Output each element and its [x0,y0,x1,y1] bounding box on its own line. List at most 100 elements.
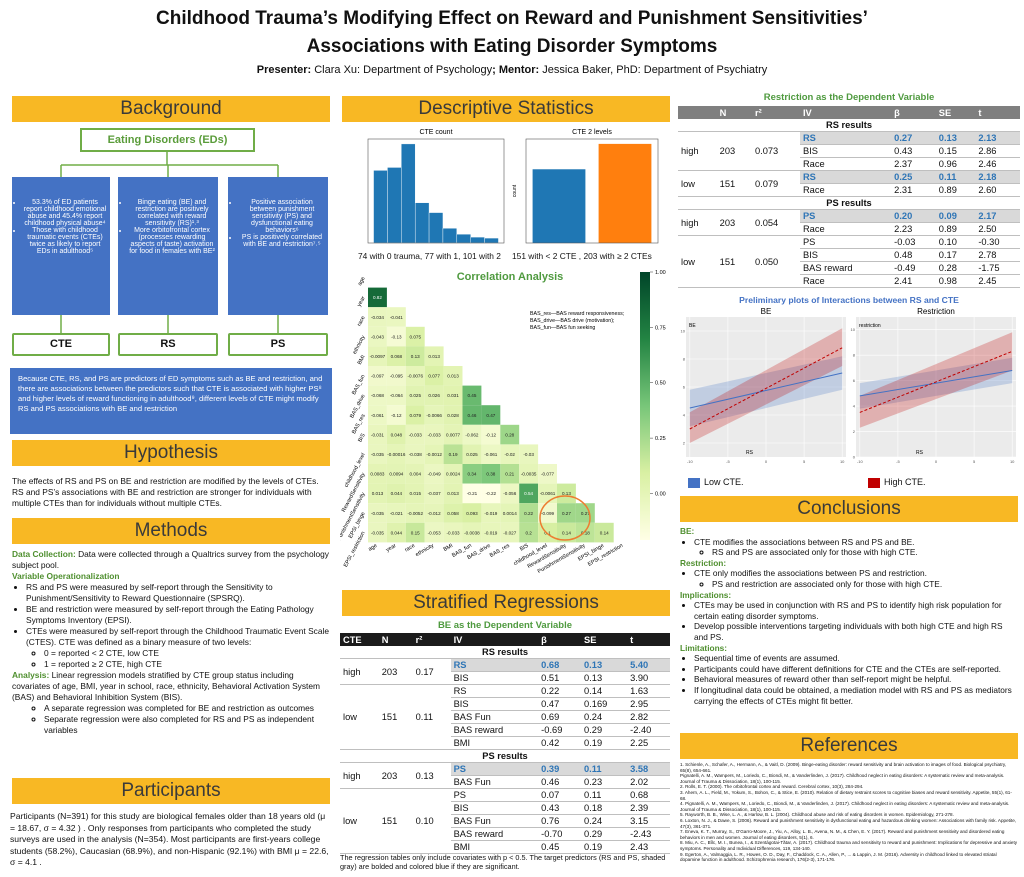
cell-label: -0.0035 [521,472,537,477]
cell-label: -0.02 [505,452,516,457]
cell: 2.25 [627,736,670,750]
header-cell: IV [799,106,892,119]
cell: 2.45 [975,274,1020,288]
y-tick-label: 2 [683,441,686,446]
y-axis-label: BE [689,323,696,329]
row-label: ethnicity [352,335,367,356]
cell: high [340,762,379,789]
heatmap-cell [443,444,463,464]
bar [428,212,444,244]
heatmap-cell [368,464,387,484]
table-row: BAS Fun 0.69 0.24 2.82 [340,710,670,724]
reference: 1. Schienle, A., Schafer, A., Hermann, A… [680,762,1007,773]
cell: 0.050 [751,235,800,288]
label: ; Mentor: [492,64,540,76]
references-list: 1. Schienle, A., Schafer, A., Hermann, A… [680,762,1018,863]
heatmap-cell [557,503,576,523]
row-label: BIS [357,432,367,443]
section-header: Methods [12,518,330,544]
list-item: CTE modifies the associations between RS… [694,537,1018,548]
heatmap-cell [424,464,444,484]
methods-list: Data Collection: Data were collected thr… [12,549,330,736]
info-box: Binge eating (BE) and restriction are po… [118,177,218,315]
heatmap-cell [368,366,387,386]
heatmap-cell [519,503,539,523]
heatmap-cell [443,366,463,386]
cell-label: -0.033 [409,432,422,437]
cell: 2.46 [975,157,1020,171]
cell-label: 0.004 [410,472,422,477]
header-cell: t [975,106,1020,119]
text: Sequential time of events are assumed. [694,653,840,664]
header-cell: SE [581,633,628,646]
cell: -0.69 [538,723,582,737]
list-item: Implications: [680,590,1018,601]
cell: 0.89 [935,222,976,236]
list-item: Limitations: [680,643,1018,654]
x-axis-label: RS [916,450,924,456]
annotation: BAS_drive—BAS drive (motivation); [530,318,615,324]
header-cell [678,106,717,119]
heatmap-cell [386,483,406,504]
heatmap-cell [424,405,444,425]
heatmap-cell [500,522,520,543]
cell-label: 0.026 [428,393,440,398]
cell: BIS [450,671,539,685]
cell-label: 0.13 [562,491,571,496]
header-cell: N [716,106,752,119]
text: Jessica Baker, PhD: Department of Psychi… [539,64,768,76]
cell-label: -0.062 [465,432,478,437]
legend-label: Low CTE. [704,477,744,487]
chart-title: Correlation Analysis [457,271,564,283]
cell-label: 0.013 [447,491,459,496]
cell-label: 0.079 [410,413,422,418]
cell: 0.09 [935,209,976,223]
cell: 0.14 [581,684,628,698]
cell: 0.10 [412,788,451,854]
line [859,369,1013,397]
heatmap-cell [481,405,501,425]
table-row: BIS 0.47 0.169 2.95 [340,697,670,711]
chart: CTE 2 levels count [512,129,659,244]
heatmap-cell [594,522,614,543]
cell-label: -0.0076 [407,374,423,379]
cell: 0.079 [751,170,800,197]
heatmap-cell [368,326,387,347]
section-row: RS results [678,119,1020,132]
table-row: Race 2.31 0.89 2.60 [678,183,1020,197]
cell: 0.68 [627,788,670,802]
bullet: Binge eating (BE) and restriction are po… [129,199,215,227]
bullet: More orbitofrontal cortex (processes rew… [129,227,215,255]
list-item: CTEs may be used in conjunction with RS … [694,600,1018,621]
table-row: Race 2.23 0.89 2.50 [678,222,1020,236]
cell: 203 [716,209,752,236]
heatmap-cell [386,503,406,523]
cell: 0.10 [935,235,976,249]
x-tick-label: -5 [896,459,900,464]
text: Linear regression models stratified by C… [12,670,321,702]
cell: Race [799,183,892,197]
cell-label: -0.037 [428,491,441,496]
cell: 0.11 [581,788,628,802]
cell: PS [450,762,539,776]
cell-label: -0.099 [541,511,554,516]
cell: -0.30 [975,235,1020,249]
cell-label: 0.22 [524,511,533,516]
label: Implications: [680,589,732,600]
cell: 0.17 [412,658,451,685]
cell-label: 0.025 [410,393,422,398]
x-tick-label: 10 [1010,459,1015,464]
text: If longitudinal data could be obtained, … [694,684,1012,706]
list-item: CTE only modifies the associations betwe… [694,568,1018,579]
x-tick-label: -5 [726,459,730,464]
legend-item: Low CTE. [688,477,744,488]
cell-label: 0.0094 [389,472,403,477]
cell: 2.95 [627,697,670,711]
cell-label: 0.031 [447,393,459,398]
cell: 203 [716,131,752,171]
cell: 0.29 [581,723,628,737]
confidence-band [689,328,843,443]
cell: 0.11 [581,762,628,776]
heatmap-cell [405,464,425,484]
